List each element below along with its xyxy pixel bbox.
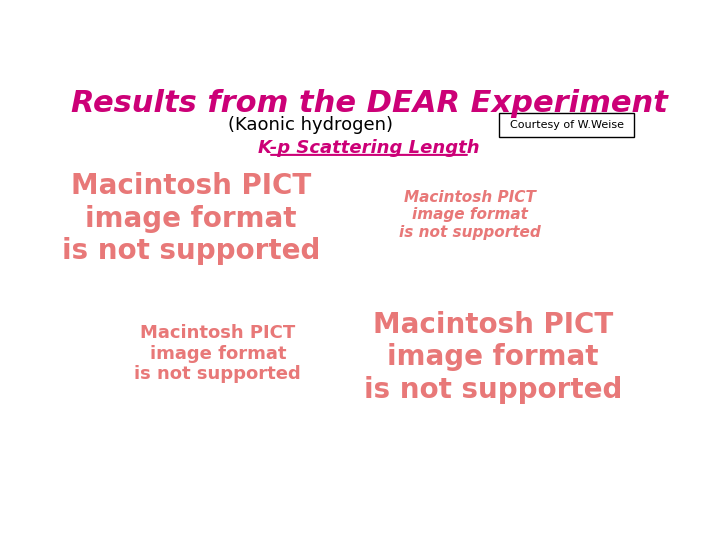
Text: Results from the DEAR Experiment: Results from the DEAR Experiment xyxy=(71,89,667,118)
Text: Macintosh PICT
image format
is not supported: Macintosh PICT image format is not suppo… xyxy=(62,172,320,265)
Text: K-p Scattering Length: K-p Scattering Length xyxy=(258,139,480,157)
FancyBboxPatch shape xyxy=(499,112,634,137)
Text: Macintosh PICT
image format
is not supported: Macintosh PICT image format is not suppo… xyxy=(364,311,622,404)
Text: Macintosh PICT
image format
is not supported: Macintosh PICT image format is not suppo… xyxy=(135,324,301,383)
Text: (Kaonic hydrogen): (Kaonic hydrogen) xyxy=(228,116,393,134)
Text: Courtesy of W.Weise: Courtesy of W.Weise xyxy=(510,120,624,130)
Text: Macintosh PICT
image format
is not supported: Macintosh PICT image format is not suppo… xyxy=(399,190,541,240)
